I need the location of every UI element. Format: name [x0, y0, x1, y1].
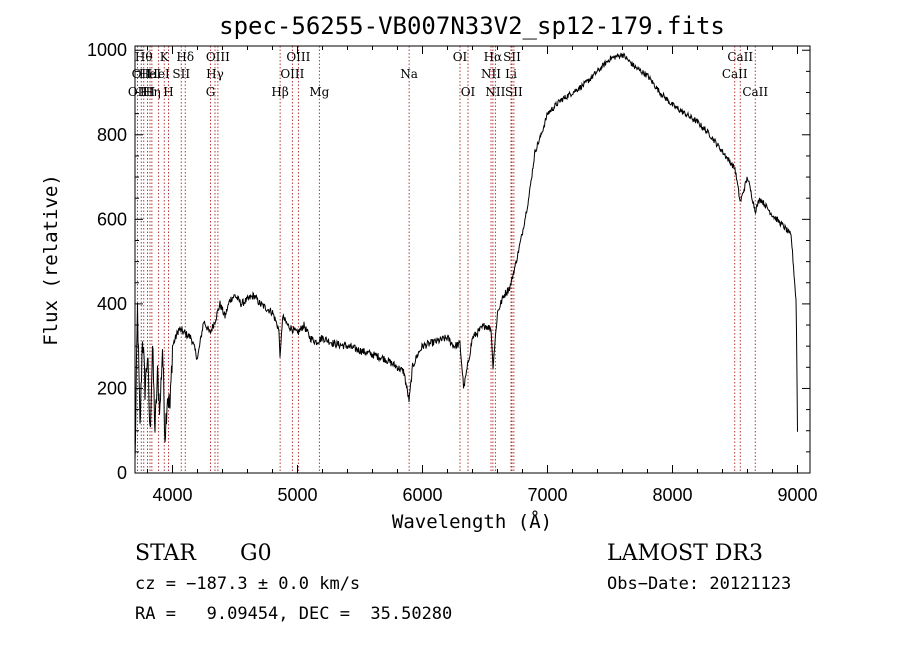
spectral-line-label: Hβ: [271, 85, 288, 99]
object-subclass: G0: [240, 541, 272, 566]
spectral-line-label: Hγ: [206, 67, 224, 81]
spectral-line-label: Mg: [309, 85, 329, 99]
spectral-line-label: Hη: [143, 85, 161, 99]
y-tick-label: 600: [97, 209, 127, 229]
x-tick-label: 7000: [527, 485, 567, 505]
spectral-line-label: OIII: [286, 50, 310, 64]
spectral-line-label: SII: [503, 50, 521, 64]
spectral-line-label: SII: [172, 67, 190, 81]
spectral-line-label: OII: [128, 85, 148, 99]
y-tick-label: 1000: [87, 40, 127, 60]
spectral-line-markers: [137, 46, 756, 473]
y-axis-label: Flux (relative): [40, 174, 62, 346]
spectral-line-label: CaII: [727, 50, 753, 64]
spectral-line-label: NII: [481, 67, 501, 81]
y-tick-label: 200: [97, 378, 127, 398]
y-tick-label: 800: [97, 125, 127, 145]
spectral-line-label: NII: [485, 85, 505, 99]
spectral-line-label: Li: [505, 67, 517, 81]
spectral-line-label: HI: [140, 85, 155, 99]
spectral-line-label: SII: [505, 85, 523, 99]
x-tick-label: 8000: [652, 485, 692, 505]
x-tick-label: 6000: [402, 485, 442, 505]
spectral-line-label: Hα: [484, 50, 503, 64]
spectral-line-label: CaII: [722, 67, 748, 81]
spectral-line-label: OII: [132, 67, 152, 81]
spectral-line-label: HeI: [139, 67, 162, 81]
object-class: STAR: [135, 541, 197, 566]
coordinates-text: RA = 9.09454, DEC = 35.50280: [135, 604, 452, 624]
chart-title: spec-56255-VB007N33V2_sp12-179.fits: [219, 12, 725, 40]
spectral-line-label: OI: [453, 50, 468, 64]
spectral-line-label: G: [206, 85, 216, 99]
spectral-line-label: Hδ: [176, 50, 194, 64]
spectral-line-label: HeI: [147, 67, 170, 81]
y-tick-label: 0: [117, 463, 127, 483]
axis-ticks: 4000 5000 6000 7000 8000 9000 0 200 400 600 800 100…: [87, 40, 818, 505]
plot-frame: [134, 45, 811, 474]
spectral-line-label: Hθ: [135, 50, 153, 64]
flux-series-line: [134, 52, 798, 461]
spectral-line-labels: OII OII Hθ HI HeI Hη HeI K H SII Hδ G Hγ OIII Hβ OIII OI…: [128, 50, 769, 99]
spectral-line-label: OI: [461, 85, 476, 99]
survey-name: LAMOST DR3: [607, 541, 763, 566]
x-tick-label: 9000: [777, 485, 817, 505]
spectral-line-label: CaII: [742, 85, 768, 99]
y-tick-label: 400: [97, 294, 127, 314]
spectral-line-label: K: [160, 50, 170, 64]
redshift-text: cz = −187.3 ± 0.0 km/s: [135, 574, 360, 594]
x-tick-label: 4000: [152, 485, 192, 505]
spectral-line-label: OIII: [280, 67, 304, 81]
spectral-line-label: OIII: [206, 50, 230, 64]
spectral-line-label: H: [163, 85, 173, 99]
spectral-line-label: Na: [400, 67, 418, 81]
x-axis-label: Wavelength (Å): [392, 510, 552, 533]
x-tick-label: 5000: [277, 485, 317, 505]
obs-date-text: Obs−Date: 20121123: [607, 574, 791, 594]
